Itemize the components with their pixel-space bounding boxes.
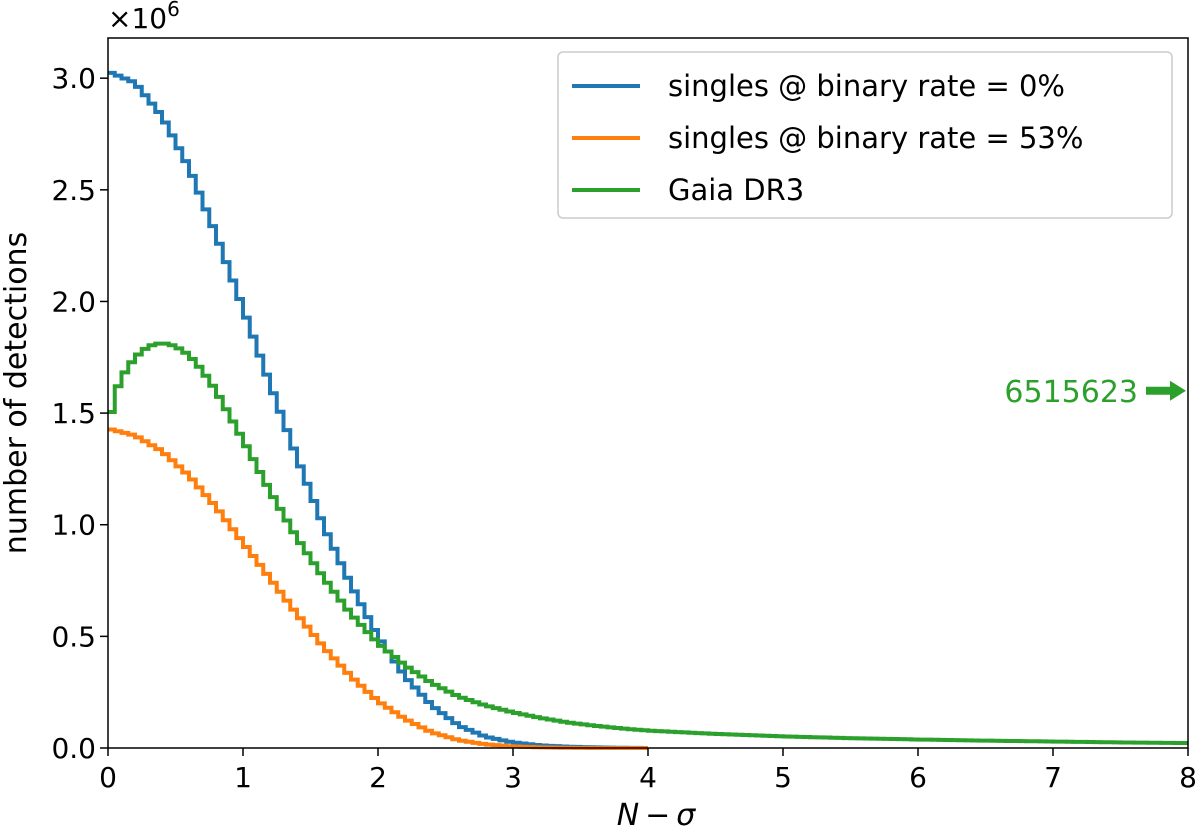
y-tick-label: 1.5	[51, 397, 96, 430]
series-line-2	[108, 341, 1188, 746]
y-axis-label: number of detections	[0, 232, 34, 554]
annotation-arrow-head	[1170, 380, 1186, 401]
y-tick-label: 0.0	[51, 732, 96, 765]
series-line-1	[108, 427, 648, 750]
y-tick-label: 3.0	[51, 62, 96, 95]
legend-label-0: singles @ binary rate = 0%	[668, 69, 1065, 103]
y-tick-label: 1.0	[51, 509, 96, 542]
x-label-op: −	[645, 798, 670, 829]
x-tick-label: 3	[504, 761, 522, 794]
legend-label-2: Gaia DR3	[668, 173, 804, 207]
x-tick-label: 0	[99, 761, 117, 794]
y-tick-label: 2.5	[51, 174, 96, 207]
legend-box	[557, 51, 1173, 219]
x-tick-label: 6	[909, 761, 927, 794]
x-tick-label: 2	[369, 761, 387, 794]
x-tick-label: 4	[639, 761, 657, 794]
x-tick-label: 7	[1044, 761, 1062, 794]
x-axis-label: N − σ	[617, 798, 697, 829]
y-tick-label: 0.5	[51, 620, 96, 653]
y-multiplier-exponent: 6	[167, 0, 180, 21]
legend-label-1: singles @ binary rate = 53%	[668, 121, 1083, 155]
legend: singles @ binary rate = 0% singles @ bina…	[557, 51, 1173, 219]
x-tick-label: 5	[774, 761, 792, 794]
y-tick-label: 2.0	[51, 285, 96, 318]
plot-area	[108, 70, 1188, 750]
annotation-label: 6515623	[1004, 375, 1138, 410]
annotation: 6515623	[1004, 375, 1186, 410]
x-label-sym: σ	[676, 798, 696, 829]
y-multiplier: ×106	[108, 0, 180, 35]
x-tick-label: 1	[234, 761, 252, 794]
x-tick-label: 8	[1179, 761, 1197, 794]
x-label-var: N	[617, 798, 639, 829]
